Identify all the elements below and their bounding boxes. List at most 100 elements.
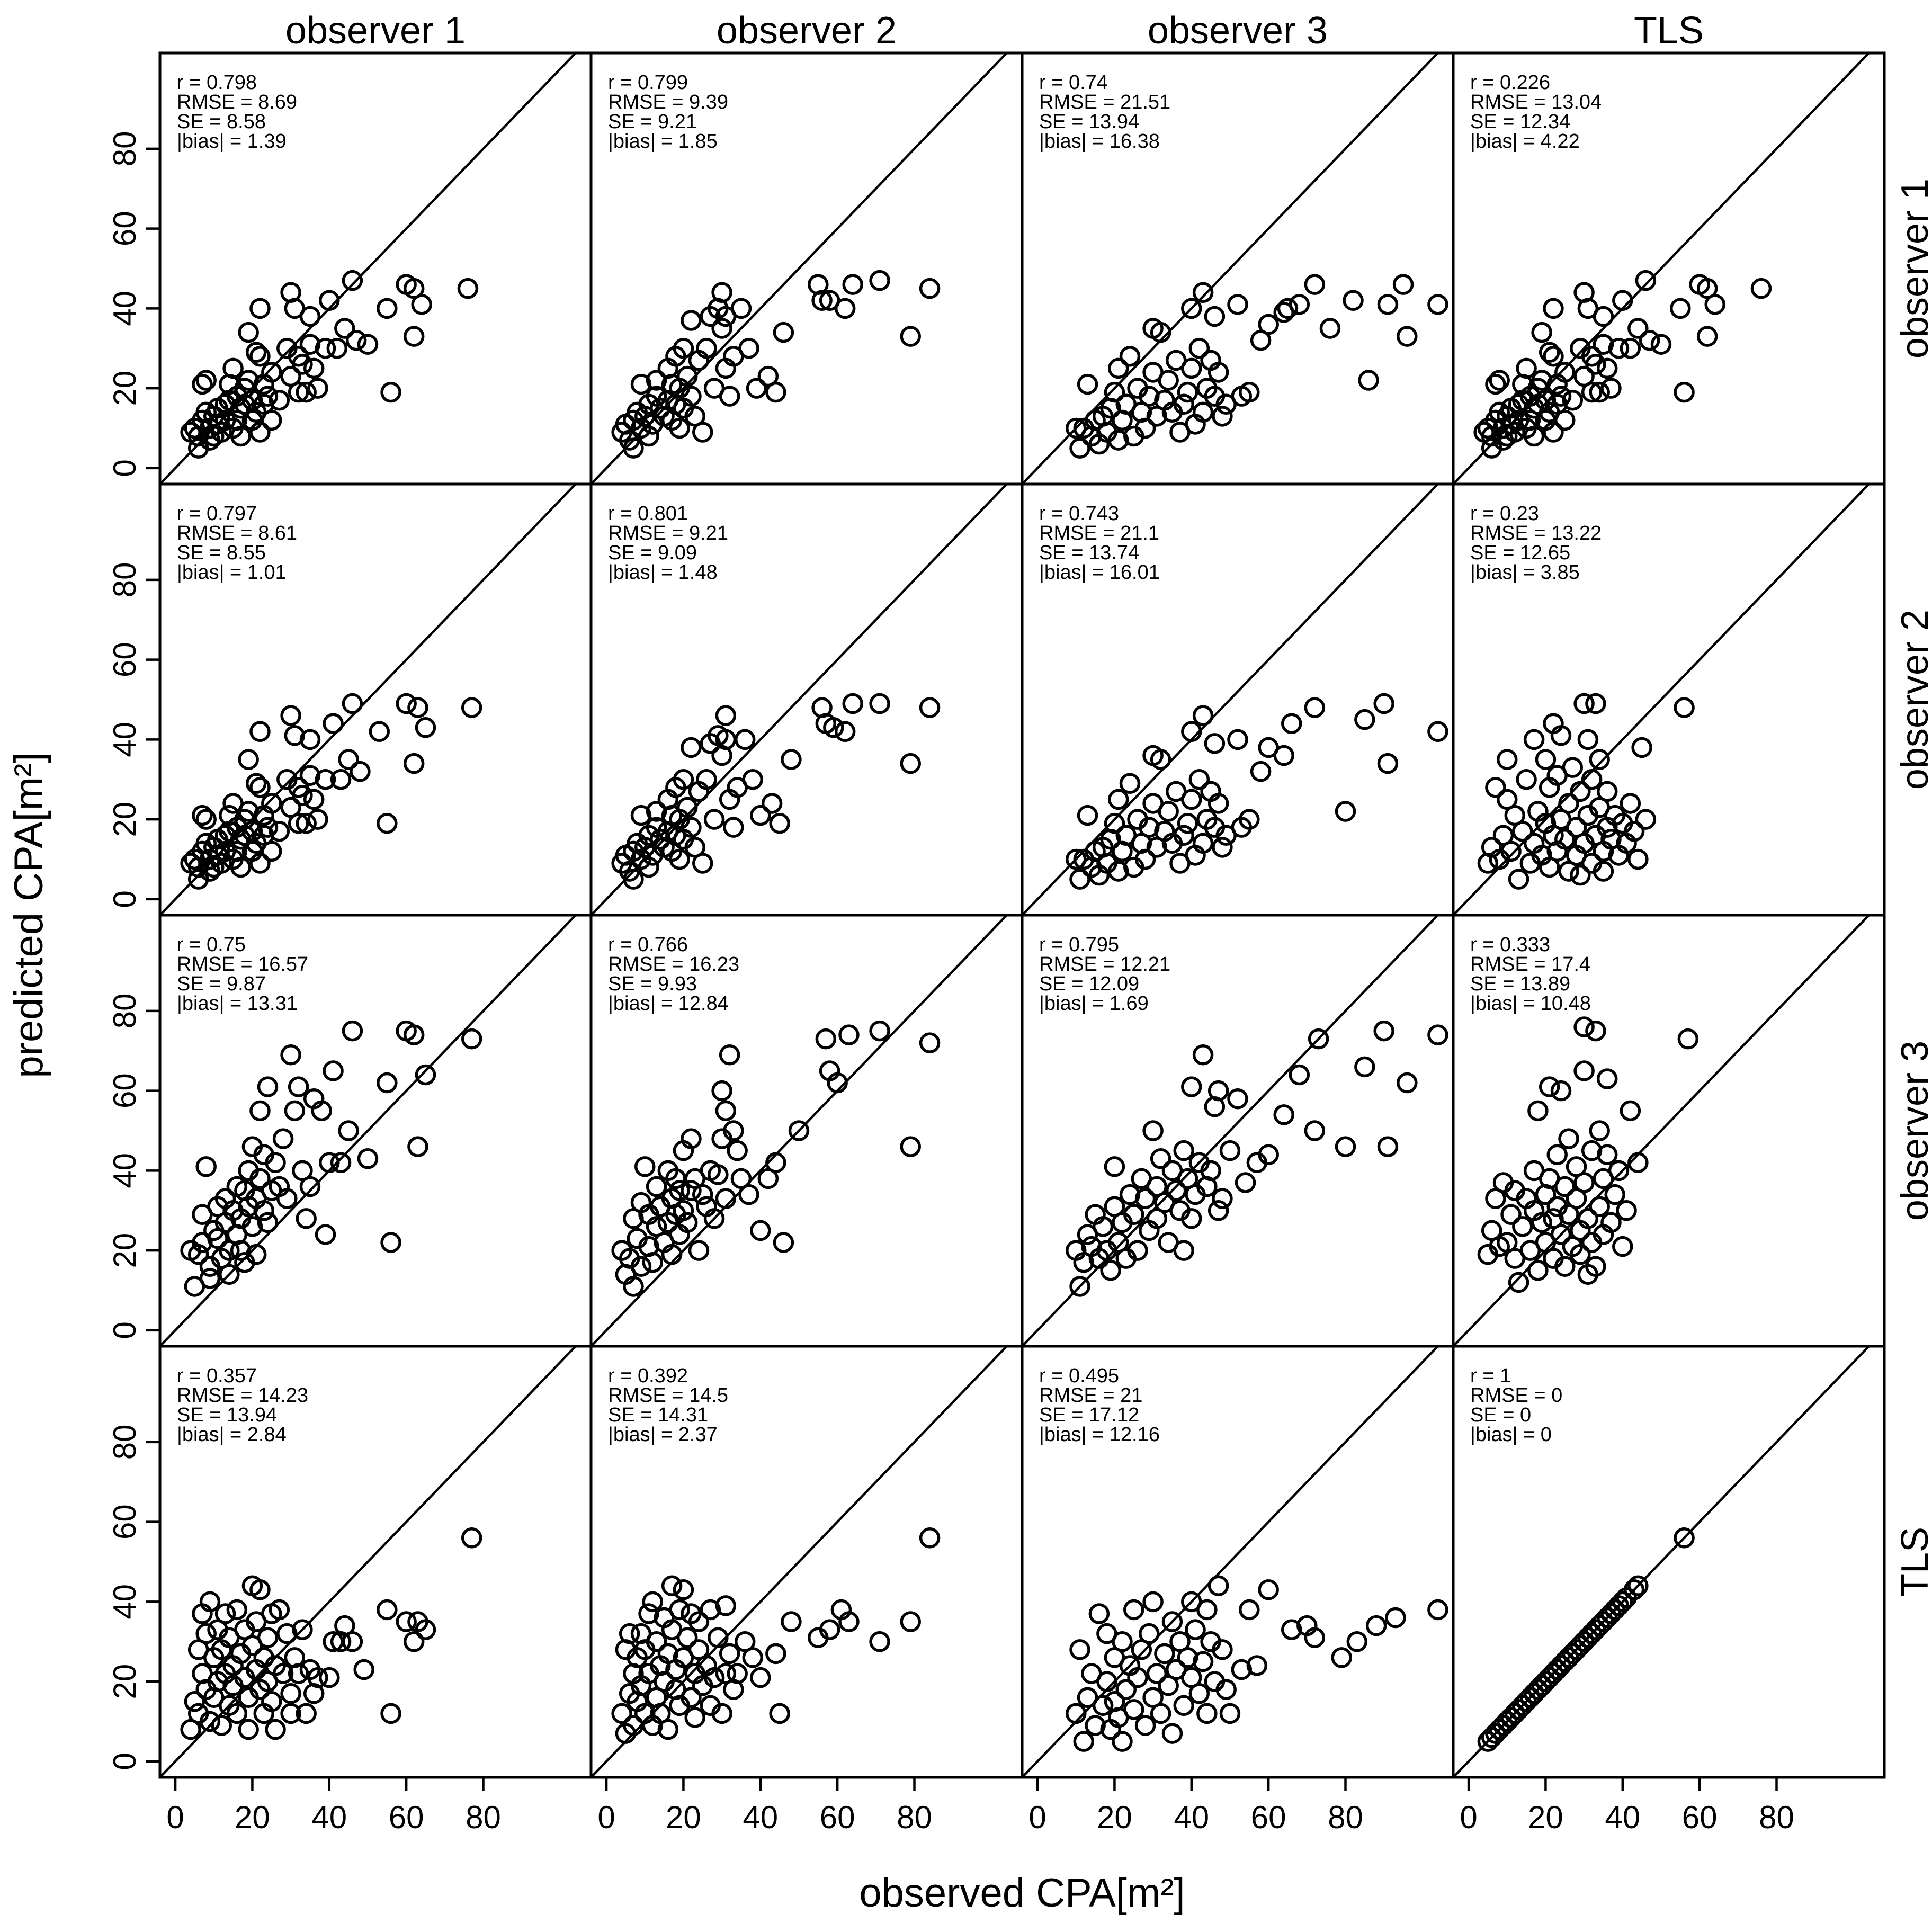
scatter-point [646,801,667,822]
scatter-point [330,768,352,790]
titles-layer: observer 1 observer 2 observer 3 TLS obs… [6,10,1932,1916]
scatter-point [1096,1671,1117,1692]
scatter-point [681,386,702,407]
scatter-point [345,329,367,351]
scatter-point [1212,837,1233,858]
scatter-point [1123,1699,1144,1720]
y-tick-label: 20 [107,1233,142,1268]
scatter-point [323,713,344,734]
scatter-point [195,370,217,391]
scatter-point [1546,1144,1568,1165]
scatter-point [1219,1703,1241,1724]
scatter-point [315,768,336,790]
scatter-point [715,705,737,726]
panel-stat: r = 0.766 [608,934,688,956]
panel-stat: SE = 13.89 [1470,973,1570,995]
scatter-point [715,1188,737,1209]
scatter-point [1112,1631,1133,1652]
scatter-point [1600,378,1622,399]
y-tick-label: 80 [107,131,142,167]
scatter-point [676,1627,698,1648]
scatter-point [1158,801,1179,822]
scatter-point [1543,298,1564,319]
panel-stat: |bias| = 3.85 [1470,561,1580,584]
scatter-point [1527,1100,1549,1122]
row-title-observer-1: observer 1 [1894,178,1932,359]
scatter-point [195,1623,217,1644]
scatter-point [692,853,713,874]
scatter-point [823,717,844,738]
scatter-point [684,1707,705,1728]
scatter-point [192,804,213,826]
scatter-point [1273,1104,1294,1125]
scatter-point [1308,1028,1329,1050]
scatter-point [669,1180,690,1201]
scatter-point [330,1152,352,1174]
panel-stat: r = 1 [1470,1365,1511,1387]
scatter-point [838,1611,860,1632]
scatter-point [195,1156,217,1177]
scatter-point [681,1687,702,1709]
y-tick-label: 20 [107,1664,142,1700]
scatter-point [269,1599,290,1621]
scatter-point [1620,337,1641,359]
scatter-point [1343,290,1364,311]
scatter-point [1527,1260,1549,1281]
scatter-point [1589,749,1610,770]
scatter-point [1570,864,1591,886]
scatter-point [708,1627,729,1648]
scatter-point [1539,1076,1560,1097]
scatter-points [611,270,941,459]
scatter-point [703,809,725,830]
scatter-points [1066,693,1448,890]
scatter-point [245,1244,267,1265]
y-tick-label: 40 [107,291,142,326]
scatter-point [1107,789,1129,810]
x-tick-label: 40 [1605,1800,1640,1835]
scatter-point [1173,1240,1194,1261]
x-tick-label: 20 [235,1800,270,1835]
scatter-point [1181,1208,1202,1229]
scatter-point [727,1663,748,1684]
scatter-point [842,693,863,714]
scatter-point [457,278,479,299]
scatter-point [827,1072,848,1094]
panel-stat: RMSE = 8.61 [177,522,297,544]
panel-stat: RMSE = 13.04 [1470,91,1602,113]
scatter-point [661,1244,683,1265]
panel-stat: |bias| = 1.85 [608,130,718,153]
scatter-point [276,1623,298,1644]
scatter-point [781,1611,802,1632]
scatter-point [657,1719,679,1740]
panel-stat: RMSE = 9.21 [608,522,728,544]
scatter-point [407,1136,428,1157]
panel-stat: |bias| = 10.48 [1470,992,1591,1015]
scatter-point [1346,1631,1368,1652]
scatter-point [1085,1715,1106,1736]
identity-line [160,1346,577,1777]
scatter-point [403,1631,425,1652]
x-tick-label: 80 [466,1800,501,1835]
y-tick-label: 40 [107,1584,142,1620]
panel-stat: RMSE = 13.22 [1470,522,1602,544]
scatter-point [461,1028,482,1050]
panel-stat: RMSE = 17.4 [1470,953,1590,976]
scatter-point [750,1667,771,1688]
scatter-point [1258,1579,1279,1600]
scatter-point [403,753,425,774]
row-title-tls: TLS [1894,1527,1932,1597]
scatter-point [1612,1236,1633,1257]
scatter-point [1573,1016,1595,1037]
scatter-point [280,1044,301,1066]
scatter-point [669,417,690,439]
identity-line [1453,484,1870,915]
scatter-point [1069,1639,1090,1660]
scatter-point [292,1619,313,1640]
scatter-point [1304,697,1326,718]
scatter-point [1489,370,1510,391]
scatter-point [1181,1076,1202,1097]
scatter-point [1562,757,1584,778]
scatter-point [296,381,317,403]
panel-stat: |bias| = 12.84 [608,992,729,1015]
